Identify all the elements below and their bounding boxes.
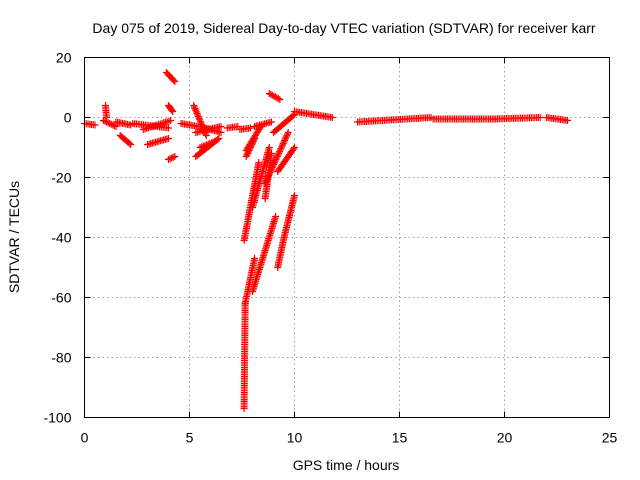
series-arc-ac <box>261 129 292 187</box>
x-tick-label: 10 <box>287 430 303 446</box>
chart-title: Day 075 of 2019, Sidereal Day-to-day VTE… <box>92 20 595 36</box>
scatter-point-group <box>165 153 179 163</box>
scatter-point-group <box>265 90 284 103</box>
scatter-point-group <box>144 135 172 148</box>
scatter-point-group <box>291 108 336 121</box>
y-tick-label: -60 <box>51 290 71 306</box>
scatter-point-group <box>249 144 273 211</box>
series-arc-aj <box>354 114 435 126</box>
scatter-point-group <box>274 234 288 271</box>
series-arc-g <box>139 117 175 133</box>
scatter-point-group <box>196 123 225 136</box>
scatter-point-group <box>241 255 259 307</box>
series-arc-af <box>280 192 298 241</box>
scatter-point-group <box>490 114 544 123</box>
y-tick-labels: -100 -80 -60 -40 -20 0 20 <box>43 50 71 426</box>
scatter-point-group <box>162 69 179 85</box>
plot-frame <box>84 57 610 418</box>
x-tick-label: 5 <box>186 430 194 446</box>
scatter-point-group <box>274 144 298 175</box>
series-arc-b <box>99 117 120 130</box>
scatter-point-group <box>223 123 242 132</box>
series-arc-ak <box>429 115 498 123</box>
series-arc-d <box>112 118 135 129</box>
series-arc-y <box>249 144 273 211</box>
series-arc-ag <box>274 144 298 175</box>
scatter-point-group <box>251 118 275 130</box>
x-tick-label: 15 <box>392 430 408 446</box>
series-arc-r <box>223 123 242 132</box>
scatter-point-group <box>139 117 175 133</box>
y-axis-label: SDTVAR / TECUs <box>6 181 22 293</box>
scatter-point-group <box>280 192 298 241</box>
series-arc-t <box>240 300 249 412</box>
series-arc-al <box>490 114 544 123</box>
y-tick-label: 20 <box>56 50 72 66</box>
series-arc-q <box>196 138 219 151</box>
series-arc-j <box>165 102 177 115</box>
x-tick-labels: 0 5 10 15 20 25 <box>81 430 618 446</box>
scatter-point-group <box>270 111 298 136</box>
x-axis-label: GPS time / hours <box>293 457 400 473</box>
series-arc-i <box>162 69 179 85</box>
y-tick-label: -40 <box>51 230 71 246</box>
series-arc-z <box>249 213 280 295</box>
series-arc-e <box>116 132 135 148</box>
y-tick-label: -80 <box>51 350 71 366</box>
scatter-point-group <box>116 132 135 148</box>
series-arc-s <box>236 124 254 133</box>
x-tick-label: 20 <box>497 430 513 446</box>
scatter-point-group <box>112 118 135 129</box>
scatter-point-group <box>429 115 498 123</box>
series-arc-ai <box>291 108 336 121</box>
series-arc-c <box>102 102 111 121</box>
series-arc-ae <box>274 234 288 271</box>
scatter-point-group <box>236 124 254 133</box>
series-arc-l <box>177 120 202 130</box>
scatter-point-group <box>261 129 292 187</box>
series-arc-k <box>165 153 179 163</box>
series-arc-ah <box>270 111 298 136</box>
series-arc-ad <box>265 90 284 103</box>
scatter-point-group <box>249 213 280 295</box>
series-arc-aa <box>251 118 275 130</box>
y-tick-label: -20 <box>51 170 71 186</box>
x-tick-label: 0 <box>81 430 89 446</box>
scatter-point-group <box>102 102 111 121</box>
scatter-point-group <box>99 117 120 130</box>
series-arc-h <box>144 135 172 148</box>
scatter-point-group <box>543 114 571 124</box>
x-tick-label: 25 <box>602 430 618 446</box>
series-arc-am <box>543 114 571 124</box>
data-points <box>81 69 571 412</box>
scatter-point-group <box>240 300 249 412</box>
scatter-point-group <box>196 138 219 151</box>
scatter-point-group <box>165 102 177 115</box>
scatter-point-group <box>354 114 435 126</box>
y-tick-label: -100 <box>43 410 71 426</box>
scatter-point-group <box>177 120 202 130</box>
y-tick-label: 0 <box>64 110 72 126</box>
series-arc-u <box>241 255 259 307</box>
series-arc-o <box>196 123 225 136</box>
